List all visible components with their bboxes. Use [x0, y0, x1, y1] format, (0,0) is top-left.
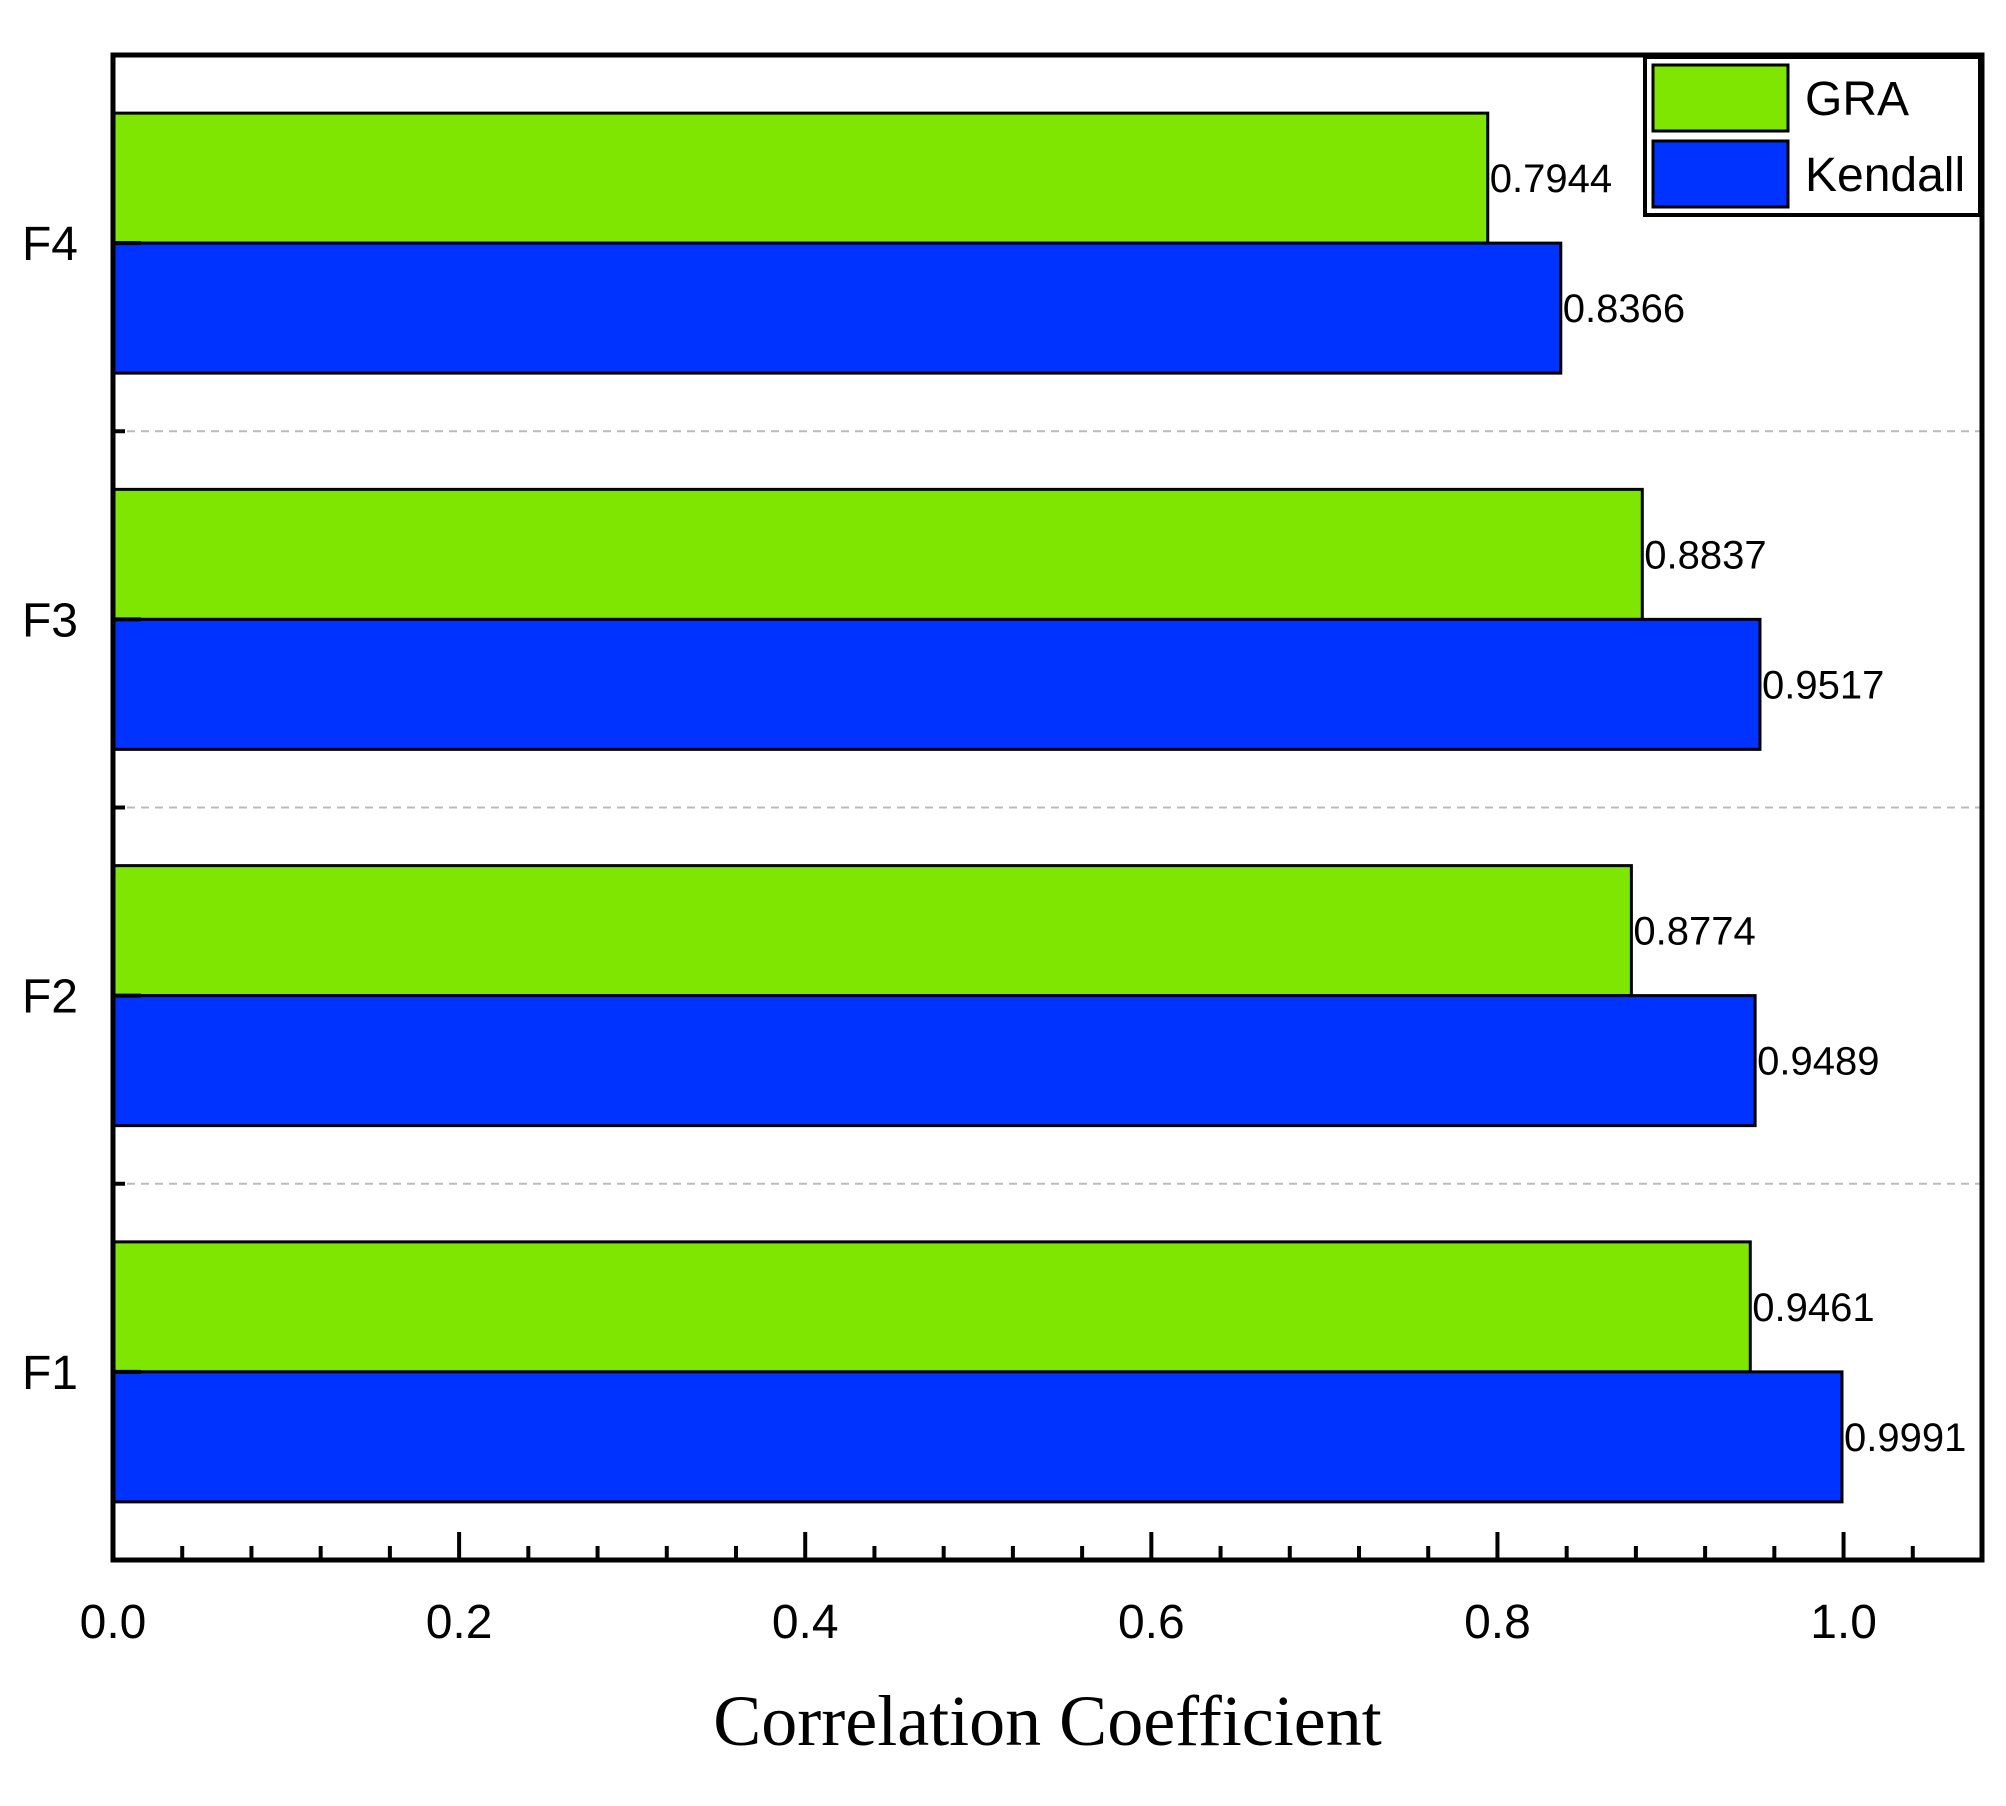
legend: GRA Kendall — [1643, 55, 1982, 217]
data-label-kendall-f1: 0.9991 — [1844, 1416, 1966, 1460]
x-tick-label: 0.0 — [80, 1596, 147, 1649]
bar-gra-f4 — [111, 111, 1490, 245]
y-tick-label-f1: F1 — [22, 1347, 78, 1400]
data-label-kendall-f4: 0.8366 — [1563, 287, 1685, 331]
x-tick-label: 0.4 — [772, 1596, 839, 1649]
data-label-gra-f2: 0.8774 — [1633, 910, 1755, 954]
data-label-kendall-f3: 0.9517 — [1762, 663, 1884, 707]
bar-gra-f3 — [111, 487, 1644, 621]
plot-frame — [110, 52, 1985, 1563]
bar-gra-f1 — [111, 1240, 1752, 1374]
axes: F1 F2 F3 F4 0.0 0.2 0.4 0.6 0.8 1.0 — [22, 52, 1985, 1649]
bars — [111, 111, 1844, 1504]
data-label-gra-f3: 0.8837 — [1644, 533, 1766, 577]
data-label-gra-f4: 0.7944 — [1490, 157, 1612, 201]
data-label-gra-f1: 0.9461 — [1752, 1286, 1874, 1330]
legend-label-gra: GRA — [1805, 73, 1909, 126]
x-tick-label: 1.0 — [1810, 1596, 1877, 1649]
bar-kendall-f4 — [111, 241, 1563, 375]
bar-kendall-f2 — [111, 994, 1757, 1128]
x-tick-label: 0.8 — [1464, 1596, 1531, 1649]
x-tick-label: 0.2 — [426, 1596, 493, 1649]
y-tick-label-f2: F2 — [22, 971, 78, 1024]
data-label-kendall-f2: 0.9489 — [1757, 1040, 1879, 1084]
bar-gra-f2 — [111, 864, 1633, 998]
y-tick-label-f3: F3 — [22, 594, 78, 647]
bar-kendall-f3 — [111, 617, 1762, 751]
legend-swatch-kendall — [1651, 139, 1790, 209]
x-axis-title: Correlation Coefficient — [713, 1681, 1381, 1761]
bar-kendall-f1 — [111, 1370, 1844, 1504]
legend-label-kendall: Kendall — [1805, 149, 1965, 202]
y-tick-label-f4: F4 — [22, 218, 78, 271]
data-labels: 0.9461 0.9991 0.8774 0.9489 0.8837 0.9517 0.79… — [1490, 157, 1967, 1460]
grid-lines — [113, 430, 1982, 1185]
x-tick-label: 0.6 — [1118, 1596, 1185, 1649]
legend-swatch-gra — [1651, 63, 1790, 133]
